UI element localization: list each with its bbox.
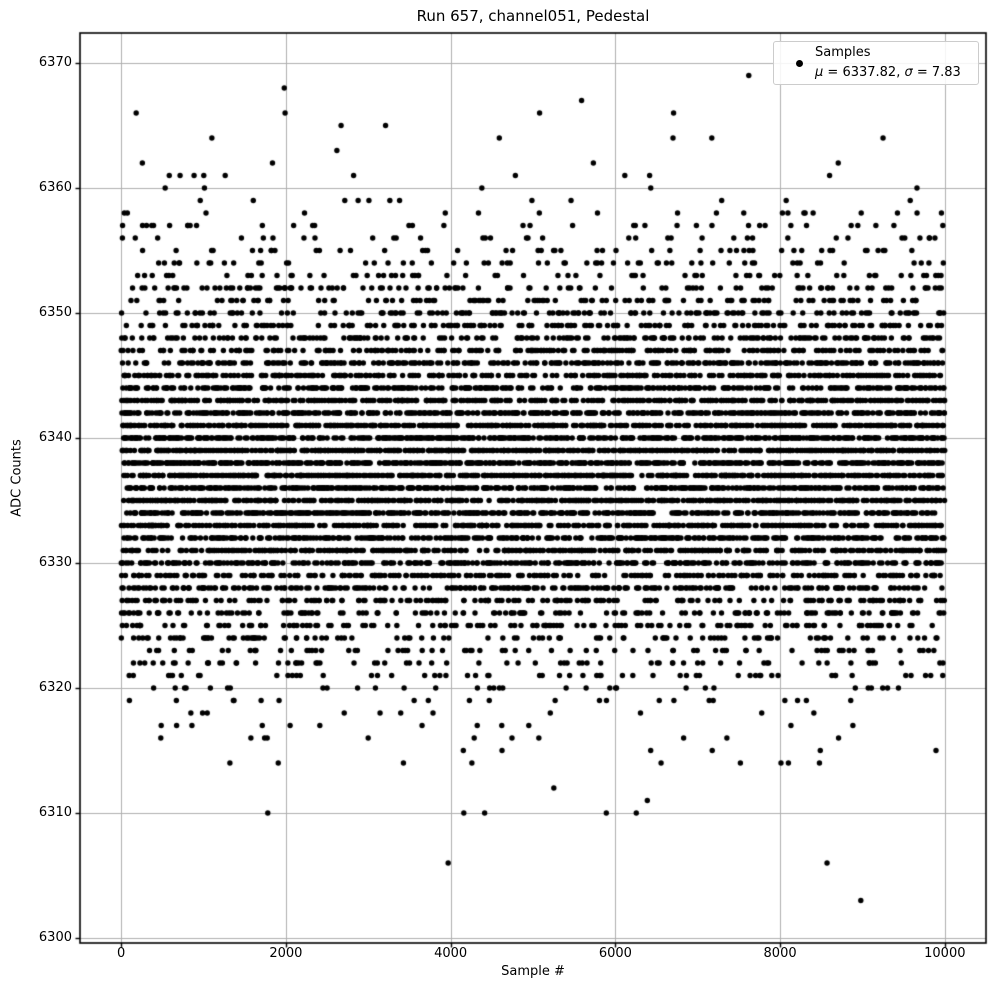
y-axis-label: ADC Counts [9, 439, 25, 517]
legend-label-stats: μ = 6337.82, σ = 7.83 [815, 63, 961, 83]
legend-label-samples: Samples [815, 45, 871, 60]
y-tick-label: 6340 [38, 430, 72, 445]
y-tick-label: 6320 [38, 680, 72, 695]
sigma-symbol: σ [904, 65, 913, 80]
mu-value: = 6337.82, [823, 65, 905, 80]
y-tick-label: 6370 [38, 55, 72, 70]
y-tick-label: 6300 [38, 930, 72, 945]
x-axis-label: Sample # [501, 964, 565, 979]
chart-title: Run 657, channel051, Pedestal [416, 7, 650, 25]
sigma-value: = 7.83 [912, 65, 961, 80]
x-tick-label: 6000 [598, 946, 632, 961]
legend-text: Samples μ = 6337.82, σ = 7.83 [815, 43, 961, 83]
legend-point-icon [796, 59, 803, 67]
y-tick-label: 6360 [38, 180, 72, 195]
x-tick-label: 10000 [924, 946, 966, 961]
legend: Samples μ = 6337.82, σ = 7.83 [773, 41, 979, 85]
x-tick-label: 0 [117, 946, 126, 961]
x-tick-label: 8000 [763, 946, 797, 961]
y-tick-label: 6310 [38, 805, 72, 820]
mu-symbol: μ [815, 65, 824, 80]
y-tick-label: 6330 [38, 555, 72, 570]
y-tick-label: 6350 [38, 305, 72, 320]
x-tick-label: 4000 [434, 946, 468, 961]
x-tick-label: 2000 [269, 946, 303, 961]
